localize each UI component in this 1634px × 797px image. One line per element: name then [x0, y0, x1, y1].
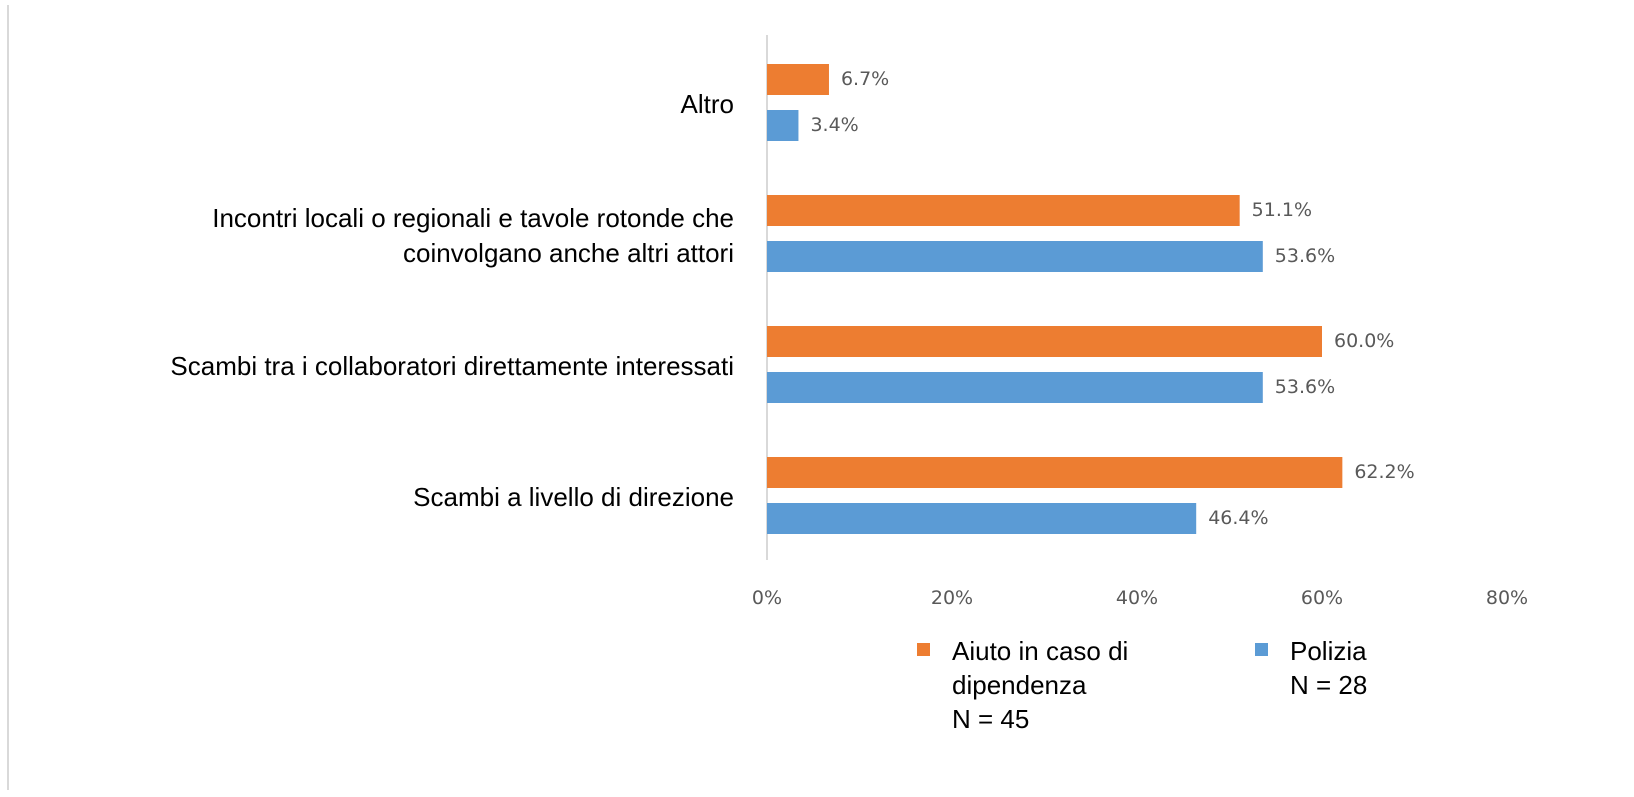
value-label: 53.6%: [1274, 376, 1336, 398]
legend-label: Aiuto in caso di dipendenza N = 45: [952, 636, 1129, 734]
bar: [767, 372, 1263, 403]
value-label: 6.7%: [840, 68, 890, 90]
x-tick-label: 40%: [1115, 587, 1159, 609]
bar: [767, 457, 1343, 488]
bar: [767, 241, 1263, 272]
category-label: Incontri locali o regionali e tavole rot…: [212, 202, 734, 268]
bar: [767, 326, 1322, 357]
value-label: 60.0%: [1334, 330, 1395, 352]
value-label: 46.4%: [1208, 507, 1269, 529]
x-tick-label: 80%: [1485, 587, 1529, 609]
x-tick-label: 20%: [930, 587, 974, 609]
legend-label: Polizia N = 28: [1290, 636, 1368, 700]
bar: [767, 195, 1240, 226]
legend-swatch: [1255, 643, 1268, 656]
bar: [767, 110, 799, 141]
category-label: Scambi a livello di direzione: [413, 482, 734, 512]
category-label: Altro: [680, 89, 734, 119]
value-label: 53.6%: [1274, 245, 1336, 267]
x-tick-label: 60%: [1300, 587, 1344, 609]
value-label: 51.1%: [1251, 199, 1313, 221]
bar: [767, 64, 829, 95]
bar: [767, 503, 1197, 534]
value-label: 62.2%: [1354, 461, 1415, 483]
category-label: Scambi tra i collaboratori direttamente …: [170, 351, 734, 381]
value-label: 3.4%: [810, 114, 859, 136]
x-tick-label: 0%: [751, 587, 783, 609]
legend-swatch: [917, 643, 930, 656]
